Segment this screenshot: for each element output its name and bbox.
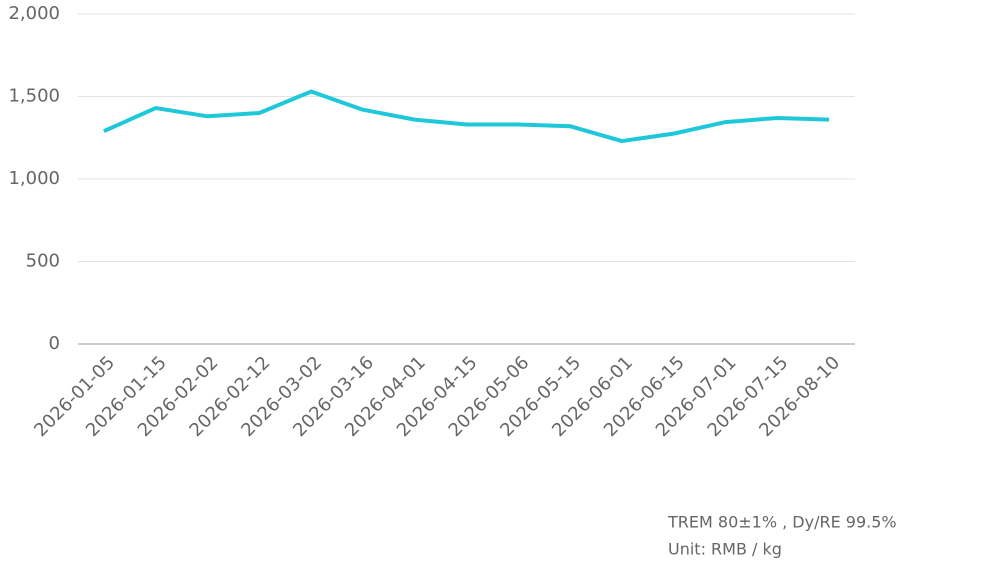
y-tick-label: 0 xyxy=(49,333,60,354)
note: TREM 80±1% , Dy/RE 99.5% xyxy=(667,513,897,532)
y-tick-label: 1,500 xyxy=(8,86,60,107)
y-tick-label: 2,000 xyxy=(8,3,60,24)
y-tick-label: 1,000 xyxy=(8,168,60,189)
note: Unit: RMB / kg xyxy=(668,540,782,559)
y-tick-label: 500 xyxy=(26,251,60,272)
data-line xyxy=(103,89,830,144)
